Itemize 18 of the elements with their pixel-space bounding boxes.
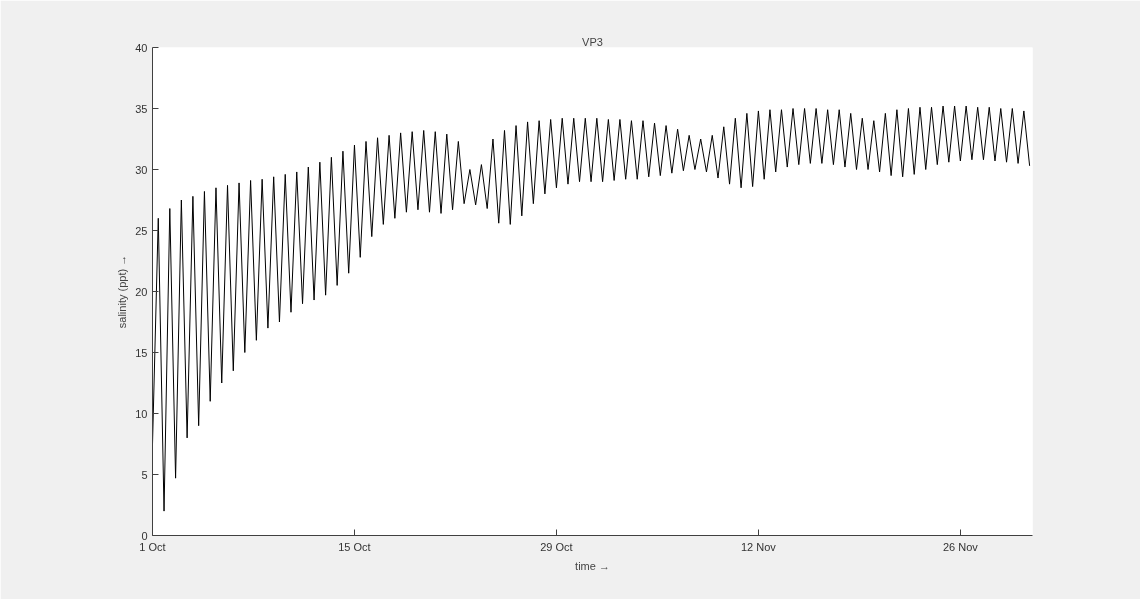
- x-axis-title: time →: [575, 559, 610, 572]
- x-tick-label: 29 Oct: [540, 540, 573, 553]
- y-tick-label: 35: [135, 102, 148, 115]
- y-tick-label: 15: [135, 346, 148, 359]
- y-tick-label: 0: [141, 529, 148, 542]
- x-tick-label: 12 Nov: [740, 540, 777, 553]
- y-tick-label: 30: [135, 163, 148, 176]
- y-tick-label: 5: [141, 468, 148, 481]
- y-tick-label: 10: [135, 407, 148, 420]
- y-axis-title: salinity (ppt) →: [116, 254, 129, 329]
- x-tick-label: 1 Oct: [139, 540, 166, 553]
- chart-title: VP3: [582, 35, 603, 48]
- x-tick-label: 26 Nov: [942, 540, 979, 553]
- x-tick-label: 15 Oct: [338, 540, 371, 553]
- y-tick-label: 40: [135, 41, 148, 54]
- y-tick-label: 25: [135, 224, 148, 237]
- line-series: [152, 105, 1031, 512]
- y-tick-label: 20: [135, 285, 148, 298]
